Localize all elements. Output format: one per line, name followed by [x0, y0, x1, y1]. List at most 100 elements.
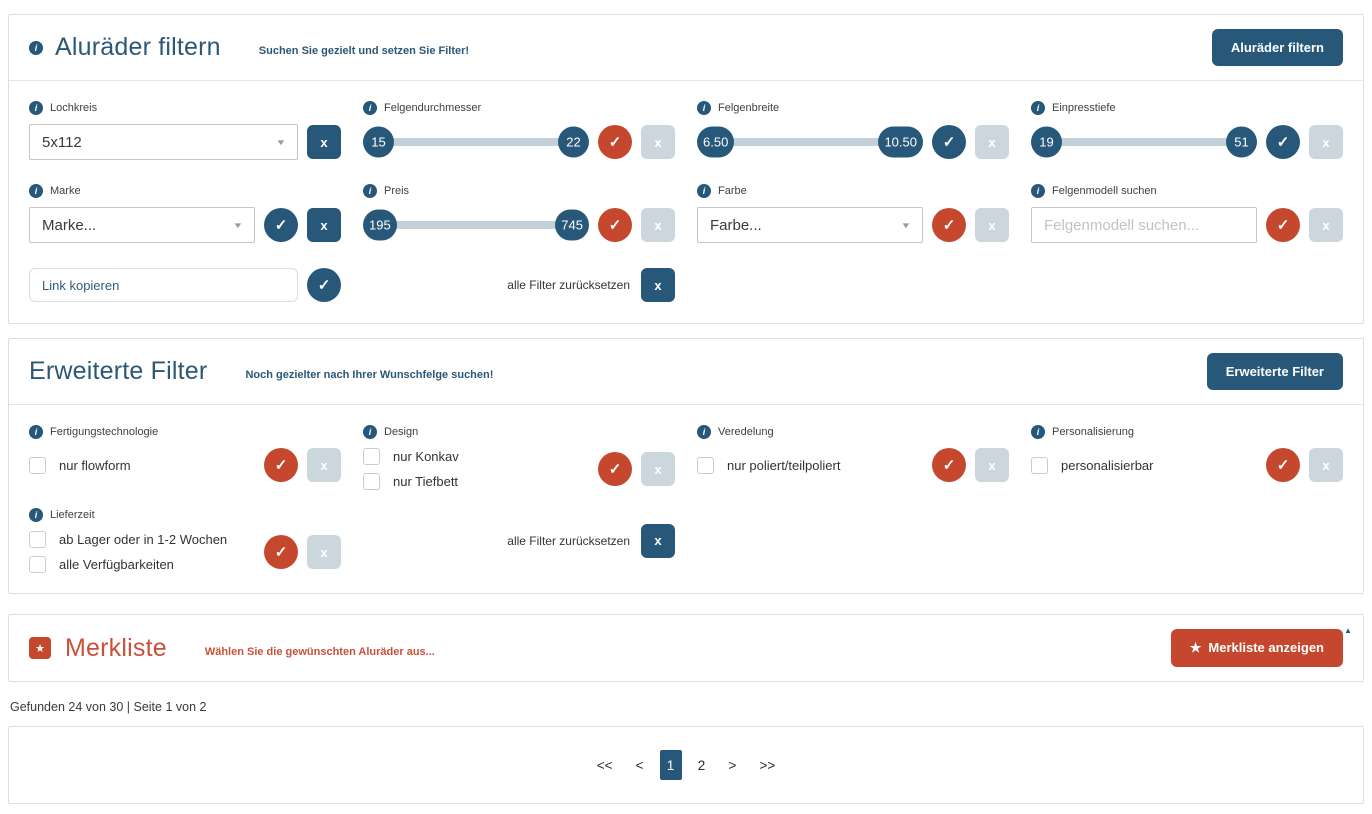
- felgendurchmesser-apply-button[interactable]: ✓: [598, 125, 632, 159]
- lochkreis-select[interactable]: 5x112 ▼: [29, 124, 298, 160]
- personalisierung-apply-button[interactable]: ✓: [1266, 448, 1300, 482]
- checkbox[interactable]: [363, 473, 380, 490]
- reset-label: alle Filter zurücksetzen: [507, 278, 630, 292]
- felgenbreite-slider: 6.50 10.50: [697, 125, 923, 159]
- pagination-page-1[interactable]: 1: [659, 750, 682, 780]
- link-kopieren-input[interactable]: [29, 268, 298, 302]
- info-icon[interactable]: i: [697, 101, 711, 115]
- preis-clear-button[interactable]: x: [641, 208, 675, 242]
- preis-apply-button[interactable]: ✓: [598, 208, 632, 242]
- pagination-last[interactable]: >>: [759, 757, 776, 773]
- slider-track: [366, 138, 586, 146]
- lieferzeit-clear-button[interactable]: x: [307, 535, 341, 569]
- fertigungstechnologie-clear-button[interactable]: x: [307, 448, 341, 482]
- option-nur-konkav[interactable]: nur Konkav: [363, 448, 589, 465]
- marke-clear-button[interactable]: x: [307, 208, 341, 242]
- info-icon[interactable]: i: [29, 508, 43, 522]
- info-icon[interactable]: i: [29, 101, 43, 115]
- advanced-reset-button[interactable]: x: [641, 523, 675, 558]
- einpresstiefe-apply-button[interactable]: ✓: [1266, 125, 1300, 159]
- filters-grid: i Lochkreis 5x112 ▼ x i Felgendurchmesse…: [9, 81, 1363, 323]
- reset-label: alle Filter zurücksetzen: [507, 533, 630, 548]
- slider-track: [366, 221, 586, 229]
- slider-handle-max[interactable]: 22: [558, 126, 589, 158]
- spacer: [697, 267, 1009, 303]
- option-nur-poliert[interactable]: nur poliert/teilpoliert: [697, 456, 923, 474]
- checkbox[interactable]: [697, 456, 714, 474]
- slider-handle-min[interactable]: 15: [363, 126, 394, 158]
- design-label: Design: [384, 426, 419, 438]
- info-icon[interactable]: i: [697, 184, 711, 198]
- info-icon[interactable]: i: [29, 40, 43, 55]
- farbe-clear-button[interactable]: x: [975, 208, 1009, 242]
- group-fertigungstechnologie: i Fertigungstechnologie nur flowform ✓ x: [29, 425, 341, 490]
- info-icon[interactable]: i: [1031, 184, 1045, 198]
- fertigungstechnologie-apply-button[interactable]: ✓: [264, 448, 298, 482]
- felgenmodell-apply-button[interactable]: ✓: [1266, 208, 1300, 242]
- felgenmodell-label: Felgenmodell suchen: [1052, 185, 1157, 197]
- info-icon[interactable]: i: [1031, 101, 1045, 115]
- pagination-page-2[interactable]: 2: [697, 757, 706, 773]
- lieferzeit-apply-button[interactable]: ✓: [264, 535, 298, 569]
- info-icon[interactable]: i: [697, 425, 711, 439]
- filter-felgenmodell: i Felgenmodell suchen ✓ x: [1031, 184, 1343, 243]
- design-apply-button[interactable]: ✓: [598, 452, 632, 486]
- info-icon[interactable]: i: [1031, 425, 1045, 439]
- info-icon[interactable]: i: [363, 101, 377, 115]
- option-alle-verfuegbarkeiten[interactable]: alle Verfügbarkeiten: [29, 556, 255, 573]
- checkbox[interactable]: [29, 456, 46, 474]
- felgenbreite-apply-button[interactable]: ✓: [932, 125, 966, 159]
- slider-handle-max[interactable]: 745: [555, 209, 589, 241]
- slider-handle-max[interactable]: 10.50: [878, 126, 923, 158]
- felgenbreite-clear-button[interactable]: x: [975, 125, 1009, 159]
- advanced-header: Erweiterte Filter Noch gezielter nach Ih…: [9, 339, 1363, 405]
- felgendurchmesser-clear-button[interactable]: x: [641, 125, 675, 159]
- chevron-down-icon: ▼: [232, 220, 244, 230]
- preis-slider: 195 745: [363, 208, 589, 242]
- slider-handle-max[interactable]: 51: [1226, 126, 1257, 158]
- pagination-next[interactable]: >: [728, 757, 737, 773]
- felgenmodell-clear-button[interactable]: x: [1309, 208, 1343, 242]
- design-clear-button[interactable]: x: [641, 452, 675, 486]
- merkliste-caret-icon[interactable]: ▲: [1344, 626, 1352, 635]
- advanced-title: Erweiterte Filter: [29, 357, 208, 385]
- slider-handle-min[interactable]: 195: [363, 209, 397, 241]
- marke-select[interactable]: Marke... ▼: [29, 207, 255, 243]
- option-personalisierbar[interactable]: personalisierbar: [1031, 456, 1257, 474]
- info-icon[interactable]: i: [29, 425, 43, 439]
- farbe-select[interactable]: Farbe... ▼: [697, 207, 923, 243]
- checkbox[interactable]: [29, 556, 46, 573]
- einpresstiefe-label: Einpresstiefe: [1052, 102, 1116, 114]
- info-icon[interactable]: i: [363, 184, 377, 198]
- checkbox[interactable]: [29, 531, 46, 548]
- felgenmodell-input[interactable]: [1031, 207, 1257, 243]
- link-kopieren-button[interactable]: ✓: [307, 268, 341, 302]
- spacer: [1031, 508, 1343, 573]
- filters-section: i Aluräder filtern Suchen Sie gezielt un…: [8, 14, 1364, 324]
- star-icon: ★: [1189, 640, 1202, 655]
- option-nur-flowform[interactable]: nur flowform: [29, 456, 255, 474]
- veredelung-clear-button[interactable]: x: [975, 448, 1009, 482]
- merkliste-show-button[interactable]: ★ Merkliste anzeigen: [1170, 629, 1343, 667]
- marke-apply-button[interactable]: ✓: [264, 208, 298, 242]
- slider-handle-min[interactable]: 19: [1031, 126, 1062, 158]
- slider-handle-min[interactable]: 6.50: [697, 126, 735, 158]
- option-nur-tiefbett[interactable]: nur Tiefbett: [363, 473, 589, 490]
- pagination-first[interactable]: <<: [596, 757, 613, 773]
- checkbox[interactable]: [363, 448, 380, 465]
- advanced-apply-button[interactable]: Erweiterte Filter: [1206, 353, 1343, 390]
- veredelung-apply-button[interactable]: ✓: [932, 448, 966, 482]
- personalisierung-clear-button[interactable]: x: [1309, 448, 1343, 482]
- filters-header: i Aluräder filtern Suchen Sie gezielt un…: [9, 15, 1363, 81]
- pagination-prev[interactable]: <: [635, 757, 644, 773]
- lochkreis-clear-button[interactable]: x: [307, 125, 341, 159]
- option-ab-lager[interactable]: ab Lager oder in 1-2 Wochen: [29, 531, 255, 548]
- einpresstiefe-clear-button[interactable]: x: [1309, 125, 1343, 159]
- info-icon[interactable]: i: [29, 184, 43, 198]
- farbe-apply-button[interactable]: ✓: [932, 208, 966, 242]
- filters-title: Aluräder filtern: [55, 33, 221, 61]
- filters-reset-button[interactable]: x: [641, 268, 675, 302]
- info-icon[interactable]: i: [363, 425, 377, 439]
- checkbox[interactable]: [1031, 456, 1048, 474]
- filters-apply-button[interactable]: Aluräder filtern: [1211, 29, 1343, 66]
